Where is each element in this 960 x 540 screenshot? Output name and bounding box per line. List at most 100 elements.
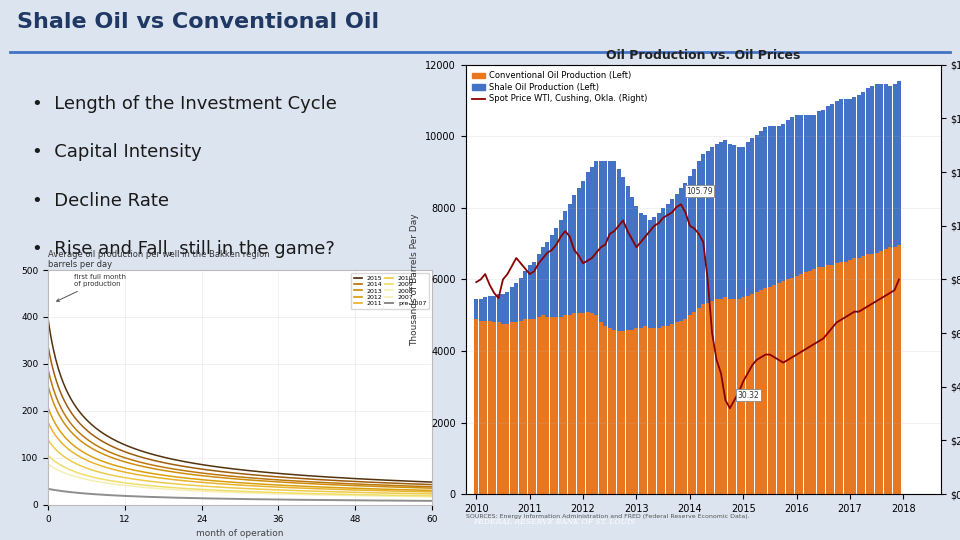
Bar: [603, 326, 608, 494]
Bar: [799, 115, 804, 274]
Bar: [848, 260, 852, 494]
Bar: [545, 242, 549, 317]
Bar: [652, 217, 657, 328]
Legend: 2015, 2014, 2013, 2012, 2011, 2010, 2009, 2008, 2007, pre-2007: 2015, 2014, 2013, 2012, 2011, 2010, 2009…: [351, 273, 429, 309]
Bar: [736, 147, 741, 299]
Bar: [790, 117, 794, 278]
Bar: [728, 299, 732, 494]
Bar: [590, 313, 594, 494]
Bar: [492, 322, 496, 494]
Bar: [719, 299, 723, 494]
Bar: [550, 317, 554, 494]
Bar: [724, 140, 728, 298]
Bar: [857, 95, 861, 258]
Bar: [648, 220, 652, 328]
Text: SOURCES: Energy Information Administration and FRED (Federal Reserve Economic Da: SOURCES: Energy Information Administrati…: [466, 514, 749, 519]
Bar: [741, 147, 745, 298]
Bar: [567, 315, 572, 494]
Y-axis label: Thousands of Barrels Per Day: Thousands of Barrels Per Day: [411, 213, 420, 346]
Bar: [626, 329, 630, 494]
Bar: [826, 106, 829, 265]
Bar: [586, 172, 589, 312]
Bar: [621, 178, 625, 332]
Bar: [541, 315, 545, 494]
Bar: [670, 199, 674, 324]
Bar: [528, 319, 532, 494]
Bar: [817, 267, 821, 494]
Bar: [684, 319, 687, 494]
Bar: [501, 324, 505, 494]
Spot Price WTI, Cushing, Okla. (Right): [653, 220, 664, 226]
Bar: [586, 312, 589, 494]
Bar: [594, 315, 598, 494]
Bar: [719, 141, 723, 299]
Bar: [875, 84, 878, 253]
Bar: [577, 313, 581, 494]
Bar: [875, 253, 878, 494]
Bar: [545, 317, 549, 494]
Bar: [710, 147, 714, 301]
Bar: [773, 285, 777, 494]
Text: Shale Oil vs Conventional Oil: Shale Oil vs Conventional Oil: [17, 12, 379, 32]
Bar: [581, 181, 585, 313]
Bar: [599, 161, 603, 322]
Bar: [559, 317, 563, 494]
Bar: [630, 197, 634, 329]
Bar: [515, 283, 518, 322]
Bar: [888, 247, 892, 494]
Bar: [559, 220, 563, 317]
Bar: [883, 249, 888, 494]
Bar: [488, 295, 492, 321]
Bar: [532, 319, 536, 494]
Bar: [848, 99, 852, 260]
Bar: [523, 319, 527, 494]
Spot Price WTI, Cushing, Okla. (Right): [590, 249, 602, 256]
Bar: [777, 283, 780, 494]
Bar: [812, 269, 816, 494]
Bar: [643, 326, 647, 494]
Bar: [830, 265, 834, 494]
Bar: [594, 161, 598, 315]
Text: •  Length of the Investment Cycle: • Length of the Investment Cycle: [32, 94, 337, 113]
Bar: [732, 145, 736, 299]
Bar: [785, 280, 790, 494]
Bar: [479, 299, 483, 321]
Bar: [755, 292, 758, 494]
Bar: [834, 264, 839, 494]
Bar: [692, 168, 696, 312]
Bar: [795, 115, 799, 276]
Bar: [483, 298, 487, 321]
Spot Price WTI, Cushing, Okla. (Right): [675, 201, 686, 207]
Bar: [822, 267, 826, 494]
Bar: [746, 141, 750, 295]
Spot Price WTI, Cushing, Okla. (Right): [470, 279, 482, 285]
Bar: [879, 251, 883, 494]
Bar: [790, 278, 794, 494]
Spot Price WTI, Cushing, Okla. (Right): [688, 225, 700, 232]
Text: •  Decline Rate: • Decline Rate: [32, 192, 169, 210]
Bar: [732, 299, 736, 494]
Bar: [635, 206, 638, 328]
Bar: [657, 213, 660, 328]
Bar: [599, 322, 603, 494]
Bar: [746, 295, 750, 494]
Bar: [883, 84, 888, 249]
Bar: [515, 322, 518, 494]
Bar: [577, 188, 581, 313]
Text: FEDERAL RESERVE BANK OF ST. LOUIS: FEDERAL RESERVE BANK OF ST. LOUIS: [472, 518, 636, 526]
Bar: [665, 326, 670, 494]
Bar: [763, 127, 767, 288]
Bar: [728, 144, 732, 299]
Bar: [692, 312, 696, 494]
Bar: [830, 104, 834, 265]
Bar: [670, 324, 674, 494]
Bar: [897, 81, 901, 246]
Bar: [648, 328, 652, 494]
Bar: [697, 308, 701, 494]
Bar: [564, 315, 567, 494]
Bar: [510, 322, 514, 494]
Bar: [639, 328, 643, 494]
Bar: [741, 298, 745, 494]
Bar: [852, 258, 856, 494]
Spot Price WTI, Cushing, Okla. (Right): [867, 300, 878, 307]
